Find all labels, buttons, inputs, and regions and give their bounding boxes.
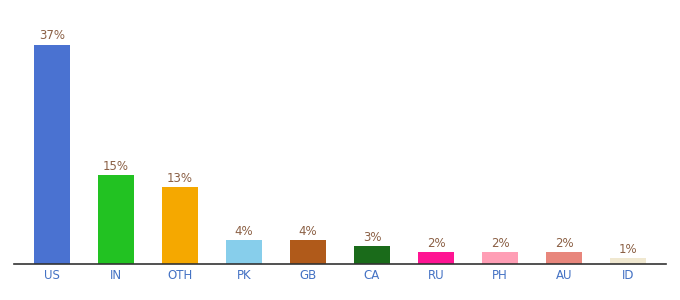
Text: 13%: 13% — [167, 172, 193, 184]
Bar — [611, 258, 645, 264]
Text: 2%: 2% — [426, 237, 445, 250]
Bar — [35, 45, 69, 264]
Text: 15%: 15% — [103, 160, 129, 173]
Text: 3%: 3% — [362, 231, 381, 244]
Text: 4%: 4% — [299, 225, 318, 238]
Bar — [547, 252, 581, 264]
Bar — [418, 252, 454, 264]
Text: 37%: 37% — [39, 29, 65, 42]
Text: 2%: 2% — [555, 237, 573, 250]
Bar — [354, 246, 390, 264]
Bar — [99, 175, 133, 264]
Bar — [226, 240, 262, 264]
Text: 4%: 4% — [235, 225, 254, 238]
Text: 2%: 2% — [491, 237, 509, 250]
Bar — [163, 187, 198, 264]
Bar — [482, 252, 517, 264]
Bar — [290, 240, 326, 264]
Text: 1%: 1% — [619, 243, 637, 256]
